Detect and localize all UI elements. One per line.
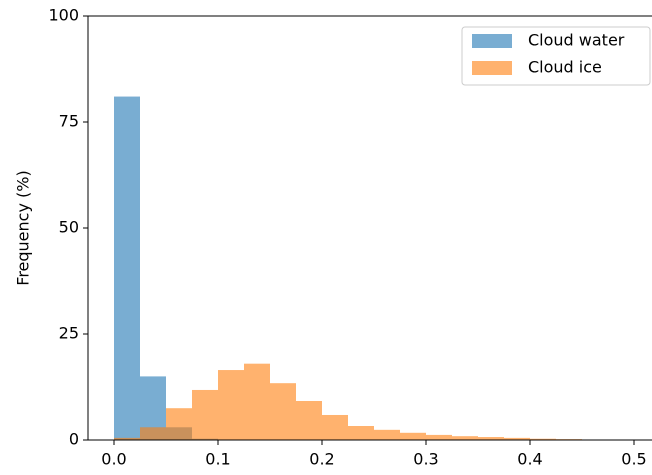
histogram-bar [478,437,504,440]
x-tick-label: 0.0 [101,450,126,469]
x-tick-label: 0.1 [205,450,230,469]
histogram-bar [530,438,556,440]
histogram-bar [504,437,530,440]
histogram-bar [452,436,478,440]
y-tick-label: 100 [48,6,79,25]
histogram-bar [114,96,140,440]
x-tick-label: 0.4 [517,450,542,469]
x-tick-label: 0.5 [621,450,646,469]
histogram-bar [140,427,166,440]
histogram-bar [244,363,270,440]
histogram-bar [426,434,452,440]
x-tick-label: 0.3 [413,450,438,469]
histogram-bar [166,408,192,440]
legend-label: Cloud water [528,31,625,50]
histogram-bar [400,432,426,440]
y-tick-label: 75 [59,112,79,131]
legend-label: Cloud ice [528,58,602,77]
histogram-bar [374,429,400,440]
legend-patch [472,61,512,75]
y-tick-label: 25 [59,324,79,343]
x-tick-label: 0.2 [309,450,334,469]
histogram-bar [270,383,296,440]
legend-patch [472,34,512,48]
histogram-bar [348,426,374,440]
histogram-bar [218,370,244,440]
y-axis-label: Frequency (%) [14,170,33,285]
histogram-bar [114,437,140,440]
y-tick-label: 0 [69,430,79,449]
histogram-bar [192,389,218,440]
histogram-bar [296,400,322,440]
legend: Cloud water Cloud ice [461,26,651,86]
y-tick-label: 50 [59,218,79,237]
histogram-bar [322,414,348,440]
